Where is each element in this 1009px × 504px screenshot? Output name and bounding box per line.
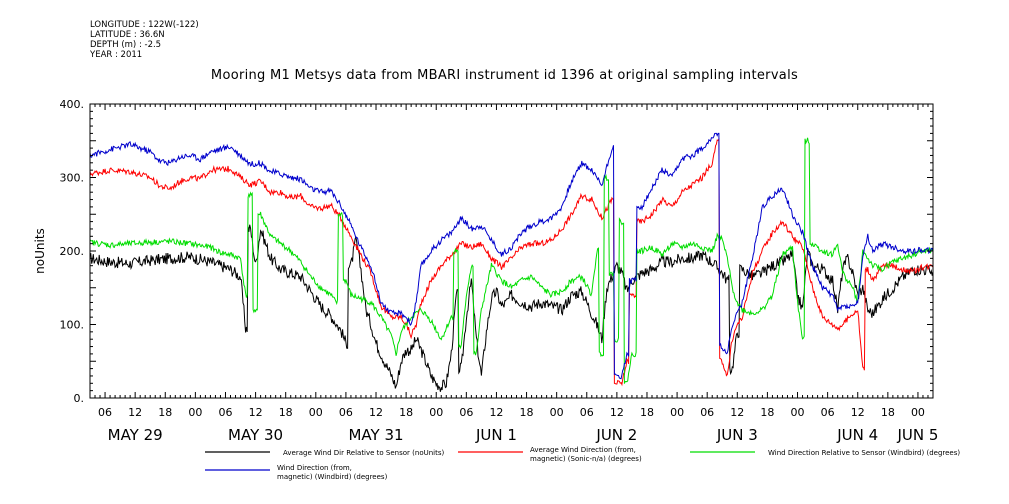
x-hour-label: 06 xyxy=(98,406,112,419)
x-hour-label: 18 xyxy=(881,406,895,419)
y-tick-label: 300. xyxy=(60,172,85,185)
x-hour-label: 00 xyxy=(791,406,805,419)
x-hour-label: 12 xyxy=(851,406,865,419)
y-tick-label: 100. xyxy=(60,319,85,332)
x-hour-label: 06 xyxy=(218,406,232,419)
x-hour-label: 12 xyxy=(128,406,142,419)
x-hour-label: 00 xyxy=(550,406,564,419)
x-hour-label: 00 xyxy=(188,406,202,419)
year-text: YEAR : 2011 xyxy=(90,50,143,60)
x-hour-label: 06 xyxy=(700,406,714,419)
legend-label-line2: magnetic) (Sonic-n/a) (degrees) xyxy=(530,455,642,463)
x-hour-label: 06 xyxy=(821,406,835,419)
x-hour-label: 18 xyxy=(279,406,293,419)
x-day-label: MAY 29 xyxy=(108,426,163,444)
x-hour-label: 18 xyxy=(399,406,413,419)
x-hour-label: 06 xyxy=(339,406,353,419)
legend-label: Wind Direction Relative to Sensor (Windb… xyxy=(768,449,960,457)
x-hour-label: 00 xyxy=(670,406,684,419)
x-hour-label: 18 xyxy=(520,406,534,419)
x-hour-label: 00 xyxy=(911,406,925,419)
series-line-2 xyxy=(89,137,934,384)
y-axis-label: noUnits xyxy=(33,228,47,274)
y-tick-label: 400. xyxy=(60,98,85,111)
latitude-text: LATITUDE : 36.6N xyxy=(90,30,165,40)
x-hour-label: 12 xyxy=(489,406,503,419)
x-hour-label: 18 xyxy=(760,406,774,419)
legend-label-line1: Average Wind Direction (from, xyxy=(530,446,636,454)
depth-text: DEPTH (m) : -2.5 xyxy=(90,40,162,50)
x-hour-label: 12 xyxy=(730,406,744,419)
x-hour-label: 06 xyxy=(459,406,473,419)
y-tick-label: 200. xyxy=(60,245,85,258)
x-day-label: MAY 31 xyxy=(348,426,403,444)
x-day-label: JUN 5 xyxy=(896,426,938,444)
series-line-3 xyxy=(89,132,934,380)
x-hour-label: 12 xyxy=(369,406,383,419)
metadata-block: LONGITUDE : 122W(-122) LATITUDE : 36.6N … xyxy=(90,20,199,60)
x-hour-label: 18 xyxy=(640,406,654,419)
x-day-label: JUN 1 xyxy=(475,426,517,444)
x-day-label: JUN 2 xyxy=(595,426,637,444)
x-hour-label: 12 xyxy=(249,406,263,419)
series-line-1 xyxy=(89,137,934,387)
x-day-label: JUN 3 xyxy=(716,426,758,444)
legend-label-line1: Wind Direction (from, xyxy=(277,464,352,472)
x-day-label: JUN 4 xyxy=(836,426,878,444)
x-hour-label: 00 xyxy=(429,406,443,419)
x-hour-label: 00 xyxy=(309,406,323,419)
y-tick-label: 0. xyxy=(74,392,85,405)
x-hour-label: 06 xyxy=(580,406,594,419)
legend-label-line2: magnetic) (Windbird) (degrees) xyxy=(277,473,388,481)
legend-label: Average Wind Dir Relative to Sensor (noU… xyxy=(283,449,444,457)
chart-title: Mooring M1 Metsys data from MBARI instru… xyxy=(210,68,799,83)
x-hour-label: 18 xyxy=(158,406,172,419)
longitude-text: LONGITUDE : 122W(-122) xyxy=(90,20,199,30)
x-day-label: MAY 30 xyxy=(228,426,283,444)
x-hour-label: 12 xyxy=(610,406,624,419)
